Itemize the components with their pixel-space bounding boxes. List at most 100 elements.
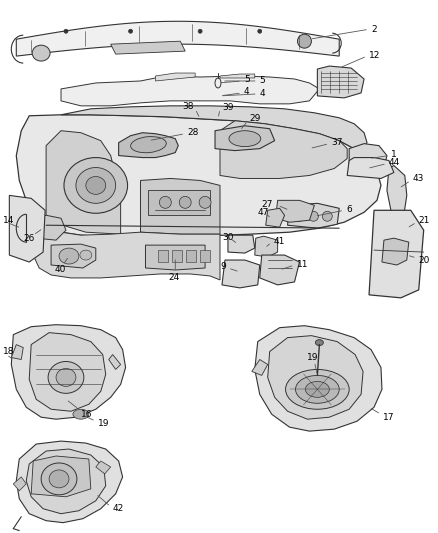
Ellipse shape [199,196,211,208]
Polygon shape [29,333,106,411]
Ellipse shape [131,136,166,153]
Ellipse shape [41,463,77,495]
Ellipse shape [129,29,133,33]
Ellipse shape [64,158,127,213]
Ellipse shape [179,196,191,208]
Text: 37: 37 [331,138,343,147]
Polygon shape [13,477,26,491]
Text: 18: 18 [4,347,15,356]
Polygon shape [155,73,195,81]
Text: 47: 47 [258,208,269,217]
Text: 14: 14 [4,216,15,225]
Ellipse shape [229,131,261,147]
Polygon shape [200,250,210,262]
Polygon shape [16,441,123,523]
Polygon shape [288,203,339,228]
Polygon shape [26,449,106,514]
Ellipse shape [48,361,84,393]
Polygon shape [266,208,285,227]
Text: 21: 21 [419,216,430,225]
Polygon shape [369,211,424,298]
Polygon shape [61,76,319,106]
Polygon shape [31,456,91,497]
Polygon shape [268,336,363,419]
Text: 28: 28 [187,128,198,137]
Ellipse shape [322,211,332,221]
Polygon shape [141,179,220,234]
Text: 5: 5 [260,76,265,85]
Text: 29: 29 [250,114,261,123]
Text: 20: 20 [419,255,430,264]
Ellipse shape [258,29,262,33]
Ellipse shape [315,340,323,345]
Polygon shape [252,360,268,375]
Polygon shape [109,354,120,369]
Polygon shape [148,190,210,215]
Text: 11: 11 [297,260,308,269]
Polygon shape [215,126,275,151]
Polygon shape [145,245,205,270]
Polygon shape [11,325,126,419]
Ellipse shape [305,382,329,397]
Ellipse shape [294,211,304,221]
Text: 44: 44 [389,158,400,167]
Polygon shape [172,250,182,262]
Polygon shape [220,121,347,179]
Polygon shape [16,21,339,56]
Text: 19: 19 [307,353,319,362]
Polygon shape [347,158,394,179]
Text: 43: 43 [413,174,424,183]
Polygon shape [96,461,111,474]
Ellipse shape [308,211,318,221]
Polygon shape [111,41,185,54]
Text: 27: 27 [262,200,273,209]
Ellipse shape [76,167,116,203]
Polygon shape [387,166,407,220]
Polygon shape [255,236,278,257]
Ellipse shape [159,196,171,208]
Polygon shape [119,133,178,158]
Polygon shape [51,244,96,268]
Text: 17: 17 [383,413,395,422]
Ellipse shape [32,45,50,61]
Text: 5: 5 [244,76,250,84]
Text: 12: 12 [369,51,381,60]
Polygon shape [16,115,381,237]
Text: 4: 4 [260,90,265,99]
Polygon shape [276,200,314,222]
Text: 9: 9 [220,262,226,271]
Text: 41: 41 [274,237,285,246]
Ellipse shape [296,375,339,403]
Polygon shape [260,255,300,285]
Ellipse shape [198,29,202,33]
Polygon shape [349,144,387,173]
Polygon shape [9,196,45,262]
Text: 16: 16 [81,410,92,419]
Polygon shape [36,215,66,240]
Ellipse shape [80,250,92,260]
Text: 40: 40 [55,265,67,274]
Text: 1: 1 [391,150,397,159]
Ellipse shape [86,176,106,195]
Polygon shape [186,250,196,262]
Polygon shape [318,66,364,98]
Polygon shape [61,106,367,149]
Ellipse shape [297,34,311,48]
Ellipse shape [73,409,89,419]
Polygon shape [228,235,255,253]
Polygon shape [159,250,168,262]
Ellipse shape [286,369,349,409]
Polygon shape [11,345,23,360]
Text: 30: 30 [222,232,233,241]
Text: 42: 42 [113,504,124,513]
Ellipse shape [56,368,76,386]
Polygon shape [382,238,409,265]
Text: 6: 6 [346,205,352,214]
Polygon shape [220,74,255,78]
Polygon shape [46,131,120,234]
Text: 24: 24 [168,273,180,282]
Ellipse shape [64,29,68,33]
Text: 38: 38 [182,102,194,111]
Text: 4: 4 [244,87,250,96]
Ellipse shape [59,248,79,264]
